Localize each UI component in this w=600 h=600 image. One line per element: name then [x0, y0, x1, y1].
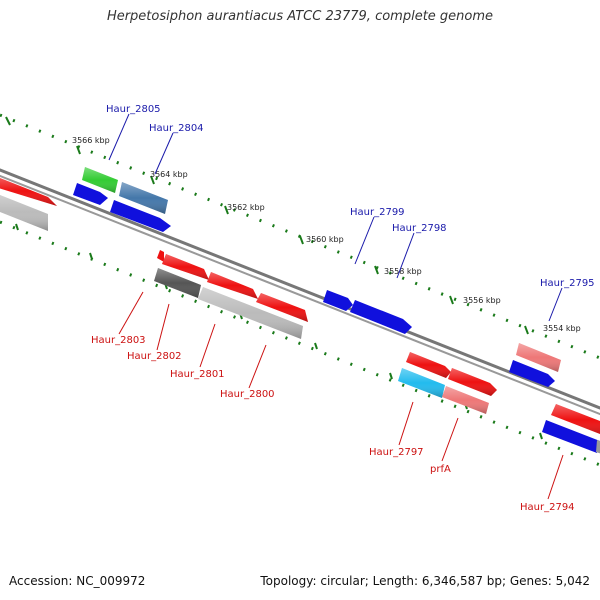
gene-gray-2801-shade — [198, 287, 303, 339]
gene-red-2801-shade — [207, 272, 258, 299]
scale-track-inner — [0, 220, 600, 467]
gene-darkgray-2802-shade — [154, 268, 201, 298]
gene-features — [0, 167, 600, 455]
gene-gray-right[interactable] — [596, 440, 600, 455]
gene-label-haur-2795[interactable]: Haur_2795 — [540, 278, 595, 289]
gene-label-haur-2804[interactable]: Haur_2804 — [149, 123, 204, 134]
gene-labels-bottom: Haur_2803 Haur_2802 Haur_2801 Haur_2800 … — [91, 335, 575, 513]
gene-label-haur-2802[interactable]: Haur_2802 — [127, 351, 182, 362]
scale-label-3556: 3556 kbp — [463, 296, 501, 305]
gene-haur-2795-shade — [516, 343, 561, 372]
gene-label-haur-2797[interactable]: Haur_2797 — [369, 447, 424, 458]
gene-haur-2804-shade — [119, 182, 168, 214]
scale-labels: 3566 kbp 3564 kbp 3562 kbp 3560 kbp 3558… — [72, 136, 581, 333]
scale-major-ticks — [5, 116, 543, 440]
gene-haur-2805-shade — [82, 167, 118, 193]
scale-label-3560: 3560 kbp — [306, 235, 344, 244]
gene-red-2800-shade — [256, 293, 308, 322]
genome-title: Herpetosiphon aurantiacus ATCC 23779, co… — [106, 9, 494, 24]
gene-haur-2803[interactable] — [157, 250, 164, 262]
gene-label-haur-2800[interactable]: Haur_2800 — [220, 389, 275, 400]
gene-labels-top: Haur_2805 Haur_2804 Haur_2799 Haur_2798 … — [106, 104, 595, 289]
gene-haur-2798[interactable] — [350, 300, 412, 334]
genome-summary-text: Topology: circular; Length: 6,346,587 bp… — [260, 574, 590, 588]
gene-label-haur-2798[interactable]: Haur_2798 — [392, 223, 447, 234]
gene-haur-2797-shade — [398, 368, 445, 398]
gene-red-left-shade — [0, 177, 57, 206]
accession-text: Accession: NC_009972 — [9, 574, 146, 588]
leader-lines-top — [108, 113, 563, 322]
gene-red-prf-shade — [448, 368, 497, 396]
gene-blue-2795[interactable] — [509, 360, 555, 387]
scale-label-3566: 3566 kbp — [72, 136, 110, 145]
leader-lines-bottom — [118, 291, 564, 500]
gene-gray-left-shade — [0, 194, 48, 231]
scale-label-3564: 3564 kbp — [150, 170, 188, 179]
gene-label-haur-2805[interactable]: Haur_2805 — [106, 104, 161, 115]
gene-label-haur-2803[interactable]: Haur_2803 — [91, 335, 146, 346]
gene-haur-2799[interactable] — [323, 290, 353, 311]
gene-label-haur-2801[interactable]: Haur_2801 — [170, 369, 225, 380]
gene-red-2802-shade — [162, 254, 209, 280]
gene-label-haur-2799[interactable]: Haur_2799 — [350, 207, 405, 218]
gene-blue-a[interactable] — [73, 183, 108, 205]
gene-haur-2794[interactable] — [542, 420, 600, 453]
gene-blue-b[interactable] — [110, 200, 171, 232]
scale-label-3554: 3554 kbp — [543, 324, 581, 333]
scale-label-3558: 3558 kbp — [384, 267, 422, 276]
gene-red-right-shade — [551, 404, 600, 435]
gene-label-haur-2794[interactable]: Haur_2794 — [520, 502, 575, 513]
gene-red-2796-shade — [406, 352, 451, 378]
genome-backbone — [0, 168, 600, 416]
gene-label-prfa[interactable]: prfA — [430, 464, 451, 475]
scale-label-3562: 3562 kbp — [227, 203, 265, 212]
gene-prfa-shade — [442, 386, 489, 414]
